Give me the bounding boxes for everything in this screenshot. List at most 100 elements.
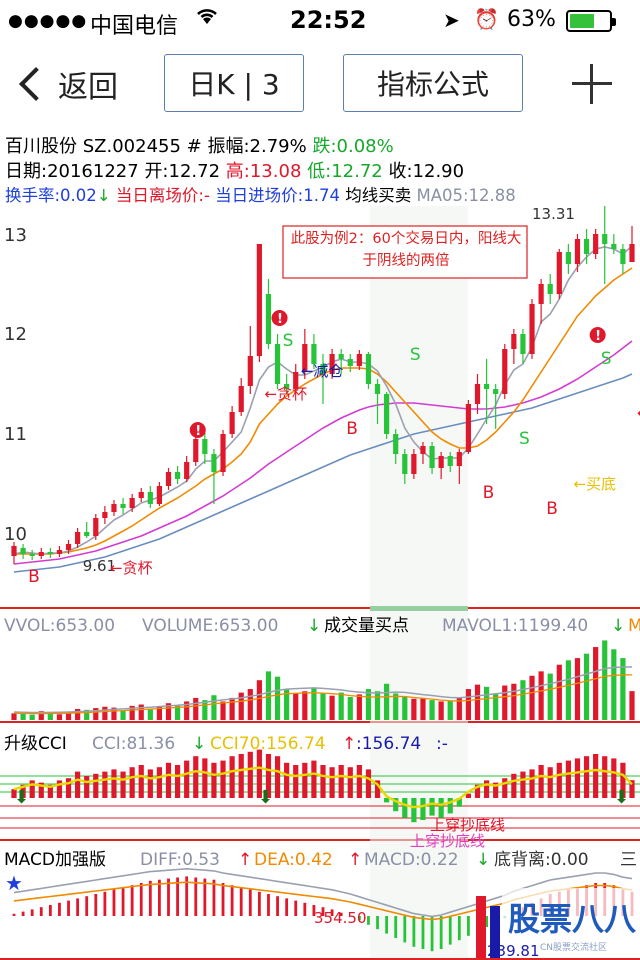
volume-bar xyxy=(393,693,399,720)
candle-body xyxy=(138,492,144,498)
cci-bar xyxy=(229,756,235,798)
star-icon: ★ xyxy=(5,871,23,895)
cci-bar xyxy=(311,760,317,798)
candle-body xyxy=(465,404,472,452)
cci-bar xyxy=(193,756,199,798)
candle-body xyxy=(11,546,17,556)
cci-bar xyxy=(384,798,390,803)
cci-bar xyxy=(38,782,44,798)
macd-bar xyxy=(130,885,134,916)
cci-bar xyxy=(556,762,562,798)
cci-value: CCI:81.36 xyxy=(92,734,175,754)
formula-button[interactable]: 指标公式 xyxy=(343,54,523,112)
macd-bar xyxy=(457,916,461,941)
wifi-icon xyxy=(194,6,220,32)
candle-body xyxy=(265,294,272,344)
signal-label: S xyxy=(410,345,421,365)
candle-body xyxy=(147,492,153,504)
cci-bar xyxy=(547,767,553,798)
candle-body xyxy=(529,304,535,354)
volume-bar xyxy=(356,694,362,720)
volume-bar xyxy=(347,697,353,720)
candle-body xyxy=(38,552,44,556)
macd-bar xyxy=(94,894,98,916)
volume-bar xyxy=(120,710,126,720)
period-button[interactable]: 日K | 3 xyxy=(164,54,304,112)
macd-bar xyxy=(12,913,16,916)
signal-label: 9.61 xyxy=(83,557,116,575)
cci-bar xyxy=(456,798,462,807)
candle-body xyxy=(274,344,281,384)
volume-bar xyxy=(274,676,281,720)
cci-bar xyxy=(274,756,281,798)
candle-body xyxy=(211,454,217,472)
vvol-label: VVOL:653.00 xyxy=(4,616,115,636)
cci-bar xyxy=(284,762,290,798)
candle-body xyxy=(583,239,590,254)
back-button[interactable]: 返回 xyxy=(12,60,118,108)
open-value: 12.72 xyxy=(168,161,221,182)
cci-bar xyxy=(93,773,99,798)
cci-note: 上穿抄底线 xyxy=(430,816,505,834)
volume-bars xyxy=(11,640,635,720)
cci-bar xyxy=(320,765,326,798)
y-tick-10: 10 xyxy=(4,524,27,545)
volume-bar xyxy=(184,701,190,720)
candle-body xyxy=(556,252,562,294)
cci-bar xyxy=(20,784,26,798)
volume-bar xyxy=(502,685,508,720)
cci-bar xyxy=(629,780,635,798)
cci-title: 升级CCI xyxy=(4,734,67,754)
date-label: 日期: xyxy=(5,161,48,182)
volume-bar xyxy=(583,653,590,720)
leave-price: 当日离场价:- xyxy=(115,186,210,205)
volume-bar xyxy=(102,706,108,720)
volume-bar xyxy=(84,709,90,720)
macd-bar xyxy=(203,878,207,916)
stock-info-row: 百川股份 SZ.002455 # 振幅:2.79% 跌:0.08% xyxy=(5,132,394,158)
macd-bar xyxy=(139,883,143,916)
volume-bar xyxy=(320,693,326,720)
macd-bar xyxy=(239,887,243,916)
macd-bar xyxy=(403,916,407,943)
macd-bar xyxy=(21,911,25,916)
volume-bar xyxy=(75,708,81,720)
volume-bar xyxy=(138,704,144,720)
volume-bar xyxy=(593,647,599,720)
candle-body xyxy=(447,456,453,466)
note-box xyxy=(282,225,528,279)
signal-strength-icon: ●●●●● xyxy=(8,11,88,31)
y-tick-11: 11 xyxy=(4,424,27,445)
volume-bar xyxy=(229,697,235,720)
volume-bar xyxy=(465,689,472,720)
cci-bar xyxy=(338,765,344,798)
alarm-icon: ⏰ xyxy=(474,7,499,31)
add-icon[interactable] xyxy=(572,64,612,104)
cci-bar xyxy=(393,798,399,812)
cci-bar xyxy=(538,765,544,798)
candle-body xyxy=(174,472,181,479)
note-text: 此股为例2：60个交易日内，阳线大于阴线的两倍 xyxy=(290,231,522,269)
macd-highlight-bar xyxy=(490,906,500,958)
stock-chart[interactable]: 13 12 11 10 B9.61←贪杯!!S←减仓←贪杯BSSBB←买底!S←… xyxy=(0,206,640,960)
macd-bar xyxy=(221,883,225,916)
candle-body xyxy=(393,434,399,454)
volume-bar xyxy=(547,673,553,720)
volume-arrow-icon: ↓ xyxy=(307,616,321,636)
volume-bar xyxy=(147,708,153,720)
cci-bar xyxy=(374,780,381,798)
cci-bar xyxy=(247,751,253,798)
date-value: 20161227 xyxy=(47,161,139,182)
alert-icon xyxy=(189,422,206,438)
cci-bar xyxy=(111,769,117,798)
candle-body xyxy=(438,456,444,468)
y-tick-13: 13 xyxy=(4,225,27,246)
signal-label: ←贪杯 xyxy=(110,559,153,577)
signal-label: B xyxy=(483,483,495,503)
volume-bar xyxy=(156,706,163,720)
macd-tail: 三 xyxy=(620,850,637,870)
candle-body xyxy=(202,439,208,454)
candlesticks xyxy=(11,206,635,564)
candle-body xyxy=(193,439,199,462)
cci-bar xyxy=(602,756,608,798)
